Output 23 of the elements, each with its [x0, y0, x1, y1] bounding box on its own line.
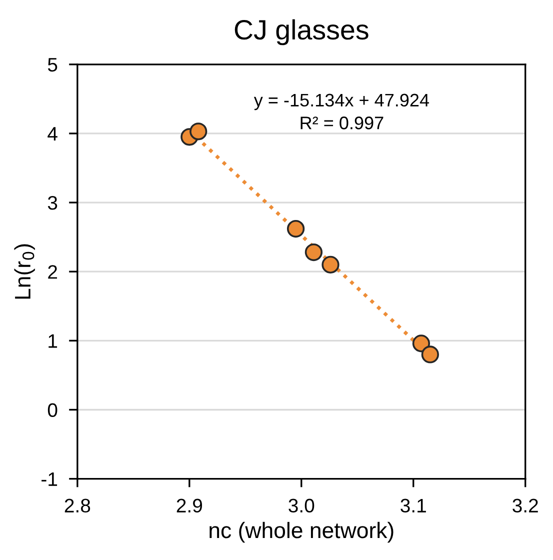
y-tick-label: 0 — [48, 403, 58, 417]
point — [286, 220, 305, 238]
point — [190, 122, 208, 140]
x-tick-label: 2.9 — [176, 498, 202, 513]
point — [304, 243, 323, 262]
y-tick-label: 2 — [48, 265, 57, 279]
x-tick-label: 2.8 — [64, 498, 90, 513]
point — [421, 346, 439, 364]
x-tick-label: 3.1 — [400, 498, 426, 513]
annotation: R² = 0.997 — [300, 116, 384, 130]
y-axis-title: Ln(r$_{0}$) — [14, 244, 35, 299]
x-axis-title: nc (whole network) — [210, 522, 394, 543]
chart-title: CJ glasses — [234, 19, 368, 46]
x-tick-label: 3.2 — [512, 498, 538, 513]
y-tick-label: -1 — [42, 472, 58, 486]
point — [322, 256, 340, 274]
y-tick-label: 1 — [48, 334, 58, 348]
y-tick-label: 3 — [48, 196, 58, 210]
x-tick-label: 3.0 — [288, 498, 314, 513]
y-tick-label: 4 — [48, 127, 58, 141]
annotation: y = -15.134x + 47.924 — [254, 94, 430, 110]
point — [412, 334, 430, 352]
y-tick-label: 5 — [48, 58, 58, 72]
